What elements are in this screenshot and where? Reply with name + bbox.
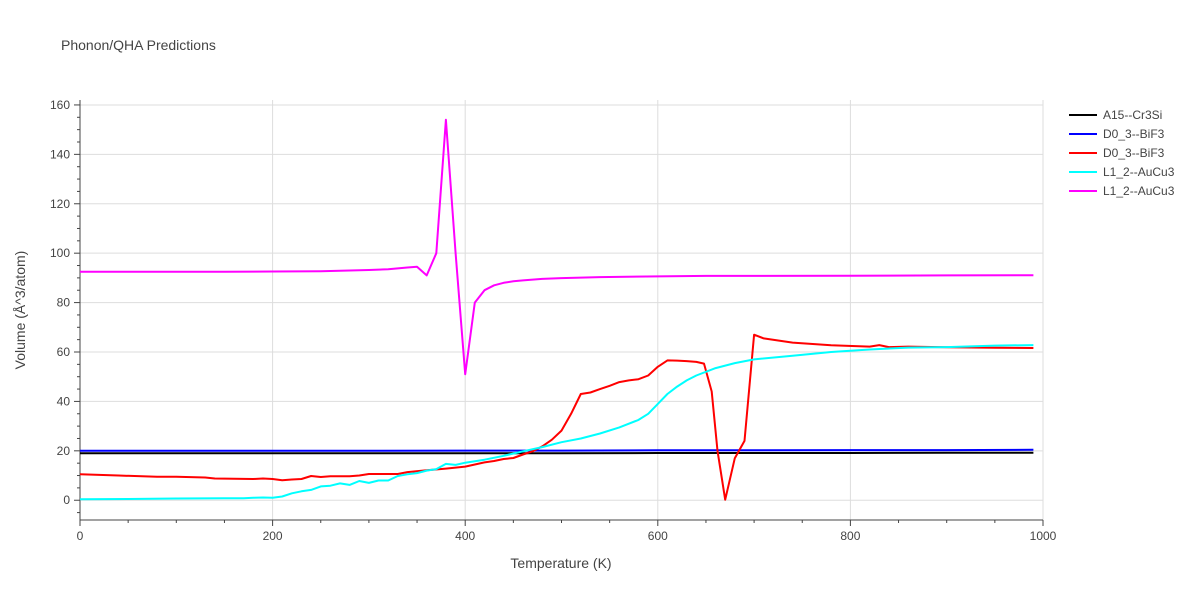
- series-line-1: [80, 451, 1034, 455]
- legend-item[interactable]: A15--Cr3Si: [1069, 108, 1162, 122]
- legend: A15--Cr3Si D0_3--BiF3 D0_3--BiF3 L1_2--AuCu…: [1069, 108, 1175, 198]
- series-lines: [79, 118, 1034, 501]
- x-tick-label: 600: [648, 529, 668, 543]
- grid: [79, 100, 1044, 520]
- legend-label: D0_3--BiF3: [1103, 146, 1165, 160]
- series-line-4: [79, 344, 1034, 501]
- legend-item[interactable]: L1_2--AuCu3: [1069, 165, 1175, 179]
- legend-item[interactable]: D0_3--BiF3: [1069, 127, 1165, 141]
- y-tick-label: 60: [57, 345, 71, 359]
- legend-item[interactable]: L1_2--AuCu3: [1069, 184, 1175, 198]
- series-line-3: [79, 333, 1034, 501]
- axes: 0 200 400 600 800 1000 0 20 40 60 80 100 120 140 160: [50, 98, 1057, 543]
- legend-label: L1_2--AuCu3: [1103, 165, 1175, 179]
- y-tick-label: 80: [57, 296, 71, 310]
- x-axis-title: Temperature (K): [510, 555, 611, 571]
- legend-label: A15--Cr3Si: [1103, 108, 1162, 122]
- legend-item[interactable]: D0_3--BiF3: [1069, 146, 1165, 160]
- y-tick-label: 20: [57, 444, 71, 458]
- legend-label: D0_3--BiF3: [1103, 127, 1165, 141]
- y-tick-label: 120: [50, 197, 70, 211]
- legend-label: L1_2--AuCu3: [1103, 184, 1175, 198]
- y-axis-title: Volume (Å^3/atom): [12, 251, 28, 370]
- x-tick-label: 800: [840, 529, 860, 543]
- x-tick-label: 400: [455, 529, 475, 543]
- y-tick-label: 100: [50, 246, 70, 260]
- y-tick-label: 0: [63, 493, 70, 507]
- y-tick-label: 40: [57, 394, 71, 408]
- y-tick-label: 140: [50, 147, 70, 161]
- x-tick-label: 200: [263, 529, 283, 543]
- y-tick-label: 160: [50, 98, 70, 112]
- chart-title: Phonon/QHA Predictions: [61, 37, 216, 53]
- x-tick-label: 0: [77, 529, 84, 543]
- x-tick-label: 1000: [1030, 529, 1057, 543]
- series-line-2: [80, 448, 1034, 452]
- series-line-5: [80, 118, 1034, 376]
